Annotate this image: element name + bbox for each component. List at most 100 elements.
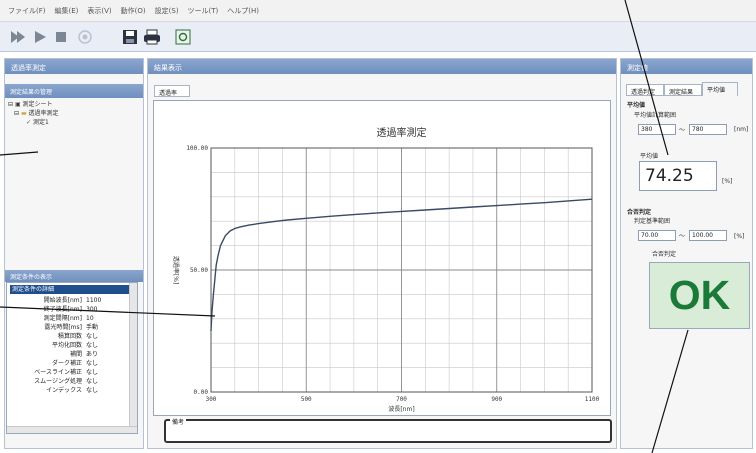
range-separator: ～ <box>679 127 686 134</box>
tree-item-measure[interactable]: ⊟ ▬ 透過率測定 <box>14 110 59 117</box>
avg-range-from-input[interactable]: 380 <box>638 124 676 135</box>
condition-value: 1100 <box>86 297 102 304</box>
result-manage-title: 測定結果の管理 <box>5 84 143 98</box>
menu-item-5[interactable]: ツール(T) <box>187 6 219 15</box>
left-panel-title: 透過率測定 <box>5 59 143 74</box>
memo-field[interactable]: 備考 <box>164 417 612 443</box>
judge-range-label: 判定基準範囲 <box>634 218 671 225</box>
condition-value: 300 <box>86 306 98 313</box>
print-icon[interactable] <box>143 28 161 46</box>
condition-key: スムージング処理 <box>34 378 82 385</box>
condition-key: インデックス <box>46 387 82 394</box>
y-axis-label: 透過率[%] <box>172 256 180 284</box>
judge-to-input[interactable]: 100.00 <box>689 230 727 241</box>
x-axis-label: 波長[nm] <box>388 405 414 413</box>
callout-line-average <box>624 0 669 156</box>
condition-scrollbar-vertical[interactable] <box>129 283 137 433</box>
save-icon[interactable] <box>121 28 139 46</box>
toolbar <box>0 22 756 52</box>
transmittance-series-line <box>210 198 593 332</box>
check-icon: ✓ <box>26 119 32 126</box>
condition-value: なし <box>86 333 99 340</box>
menu-item-2[interactable]: 表示(V) <box>87 6 112 15</box>
condition-value: あり <box>86 351 99 358</box>
condition-key: 補間 <box>69 351 82 358</box>
callout-line-graph <box>0 306 216 317</box>
condition-header: 測定条件の詳細 <box>10 285 134 294</box>
stop-icon[interactable] <box>52 28 70 46</box>
avg-range-unit: [nm] <box>734 126 749 133</box>
export-icon[interactable] <box>174 28 192 46</box>
play-forward-icon[interactable] <box>9 28 27 46</box>
play-icon[interactable] <box>31 28 49 46</box>
menu-item-6[interactable]: ヘルプ(H) <box>227 6 260 15</box>
condition-row: 測定間隔[nm] 10 <box>10 314 134 323</box>
x-tick-label: 300 <box>206 396 217 403</box>
avg-value-label: 平均値 <box>640 153 659 160</box>
condition-value: なし <box>86 342 99 349</box>
plot-frame <box>210 147 593 393</box>
condition-value: 手動 <box>86 324 99 331</box>
lamp-icon[interactable] <box>76 28 94 46</box>
chart-title: 透過率測定 <box>377 126 427 139</box>
condition-row: インデックス なし <box>10 386 134 395</box>
avg-range-label: 平均値計算範囲 <box>634 112 677 119</box>
x-tick-label: 500 <box>301 396 312 403</box>
menu-item-0[interactable]: ファイル(F) <box>8 6 46 15</box>
tab-result[interactable]: 測定結果 <box>664 84 702 96</box>
condition-row: 平均化回数 なし <box>10 341 134 350</box>
center-panel-title: 結果表示 <box>148 59 616 74</box>
condition-key: 開始波長[nm] <box>43 297 82 304</box>
tree-item-sheet[interactable]: ⊟ ▣ 測定シート <box>8 101 53 108</box>
result-tree: ⊟ ▣ 測定シート ⊟ ▬ 透過率測定 ✓ 測定1 <box>8 100 59 127</box>
menu-item-3[interactable]: 動作(O) <box>120 6 146 15</box>
condition-key: 露光時間[ms] <box>44 324 82 331</box>
condition-value: なし <box>86 378 99 385</box>
condition-key: ベースライン補正 <box>34 369 82 376</box>
condition-row: ベースライン補正 なし <box>10 368 134 377</box>
judge-result-text: OK <box>668 272 731 318</box>
condition-key: ダーク補正 <box>51 360 82 367</box>
condition-panel-title: 測定条件の表示 <box>5 270 143 282</box>
menu-bar: ファイル(F) 編集(E) 表示(V) 動作(O) 設定(S) ツール(T) ヘルプ(H) <box>0 0 756 22</box>
condition-value: なし <box>86 369 99 376</box>
y-tick-label: 100.00 <box>186 145 208 152</box>
avg-range-to-input[interactable]: 780 <box>689 124 727 135</box>
avg-value-display: 74.25 <box>639 161 717 191</box>
sheet-icon: ▣ <box>14 101 21 108</box>
tab-transmittance[interactable]: 透過率 <box>154 85 190 97</box>
x-tick-label: 900 <box>491 396 502 403</box>
judge-result-box: OK <box>649 262 750 329</box>
menu-item-1[interactable]: 編集(E) <box>54 6 79 15</box>
condition-row: 露光時間[ms] 手動 <box>10 323 134 332</box>
condition-row: 積算回数 なし <box>10 332 134 341</box>
judge-separator: ～ <box>679 233 686 240</box>
tab-average[interactable]: 平均値 <box>702 82 738 96</box>
judge-from-input[interactable]: 70.00 <box>638 230 676 241</box>
menu-item-4[interactable]: 設定(S) <box>154 6 179 15</box>
avg-value-unit: [%] <box>722 178 733 185</box>
condition-key: 平均化回数 <box>51 342 82 349</box>
condition-key: 積算回数 <box>57 333 82 340</box>
tree-item-result[interactable]: ✓ 測定1 <box>26 119 49 126</box>
y-tick-label: 0.00 <box>194 389 209 396</box>
x-tick-label: 700 <box>396 396 407 403</box>
condition-row: 補間 あり <box>10 350 134 359</box>
tab-judge[interactable]: 透過判定 <box>626 84 664 96</box>
x-tick-label: 1100 <box>585 396 600 403</box>
condition-value: 10 <box>86 315 94 322</box>
folder-icon: ▬ <box>20 110 27 117</box>
right-panel: 測定値 <box>620 58 753 449</box>
result-label: 合否判定 <box>652 251 677 258</box>
condition-value: なし <box>86 387 99 394</box>
condition-key: 測定間隔[nm] <box>43 315 82 322</box>
right-panel-title: 測定値 <box>621 59 752 74</box>
condition-list[interactable]: 測定条件の詳細 開始波長[nm]1100終了波長[nm]300測定間隔[nm]1… <box>6 282 138 434</box>
avg-section-label: 平均値 <box>627 102 646 109</box>
callout-line-tree <box>0 151 39 156</box>
condition-row: 開始波長[nm] 1100 <box>10 296 134 305</box>
condition-value: なし <box>86 360 99 367</box>
condition-scrollbar-horizontal[interactable] <box>7 426 137 433</box>
